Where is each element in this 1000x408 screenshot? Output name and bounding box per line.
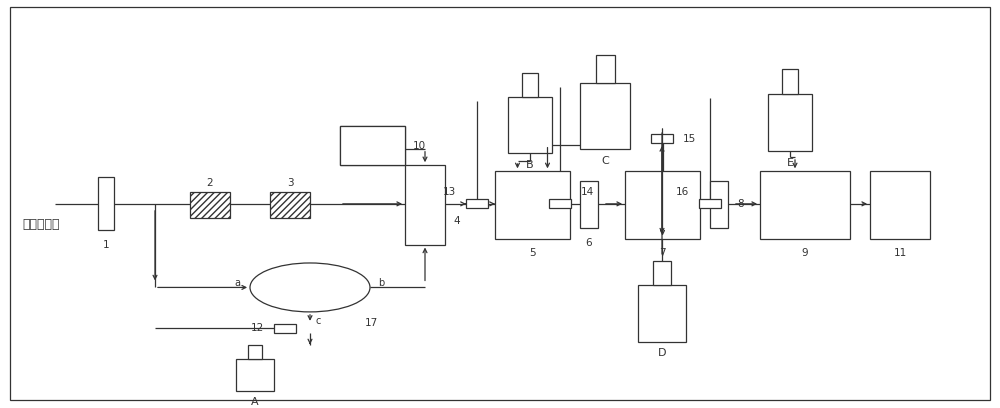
Bar — [270, 192, 310, 218]
Bar — [549, 200, 571, 208]
Bar — [466, 200, 488, 208]
Bar — [596, 55, 614, 83]
Text: c: c — [316, 316, 321, 326]
Bar — [405, 165, 445, 245]
Bar — [870, 171, 930, 239]
Text: 14: 14 — [581, 186, 594, 197]
Bar — [340, 126, 405, 165]
Text: 3: 3 — [287, 178, 293, 188]
Bar — [699, 200, 721, 208]
Text: D: D — [658, 348, 666, 358]
Circle shape — [250, 263, 370, 312]
Text: A: A — [251, 397, 259, 407]
Bar — [638, 286, 686, 342]
Bar — [782, 69, 798, 94]
Bar — [710, 182, 728, 228]
Bar — [248, 344, 262, 359]
Bar — [522, 73, 538, 97]
Bar — [495, 171, 570, 239]
Text: 10: 10 — [413, 141, 426, 151]
Text: 6: 6 — [586, 237, 592, 248]
Text: 1: 1 — [103, 239, 109, 250]
Text: C: C — [601, 156, 609, 166]
Text: 2: 2 — [207, 178, 213, 188]
Bar — [508, 97, 552, 153]
Bar — [236, 359, 274, 391]
Bar — [190, 192, 230, 218]
Bar — [768, 94, 812, 151]
Text: 8: 8 — [737, 199, 744, 209]
Text: b: b — [378, 278, 384, 288]
Text: 7: 7 — [659, 248, 666, 258]
Text: 17: 17 — [365, 318, 378, 328]
Bar — [653, 261, 671, 286]
Bar — [625, 171, 700, 239]
Text: a: a — [234, 278, 240, 288]
Text: 12: 12 — [251, 323, 264, 333]
Bar — [651, 134, 673, 143]
Text: 取样架来水: 取样架来水 — [22, 218, 60, 231]
Text: 4: 4 — [453, 216, 460, 226]
Text: E: E — [786, 158, 794, 168]
Text: 9: 9 — [802, 248, 808, 258]
Bar — [98, 177, 114, 231]
Bar — [760, 171, 850, 239]
Text: 15: 15 — [683, 134, 696, 144]
Bar — [340, 126, 405, 165]
Bar — [580, 182, 598, 228]
Bar — [274, 324, 296, 333]
Bar — [580, 83, 630, 149]
Text: 13: 13 — [443, 186, 456, 197]
Text: 16: 16 — [676, 186, 689, 197]
Text: B: B — [526, 160, 534, 170]
Text: 11: 11 — [893, 248, 907, 258]
Text: 5: 5 — [529, 248, 536, 258]
